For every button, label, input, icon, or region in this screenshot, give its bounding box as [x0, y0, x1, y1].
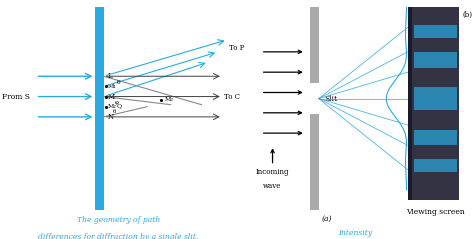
Text: φ: φ — [114, 100, 118, 105]
Bar — [414, 130, 457, 145]
Bar — [310, 114, 319, 210]
Text: Incoming: Incoming — [256, 168, 289, 176]
Text: Q: Q — [117, 103, 122, 108]
Bar — [414, 25, 457, 38]
Text: wave: wave — [264, 182, 282, 190]
Bar — [414, 52, 457, 68]
Bar — [414, 87, 457, 110]
Bar — [414, 159, 457, 172]
Text: Intensity: Intensity — [338, 228, 373, 237]
Text: To P: To P — [229, 44, 244, 52]
Text: differences for diffraction by a single slit.: differences for diffraction by a single … — [38, 233, 199, 239]
Text: Slit: Slit — [325, 95, 338, 103]
Text: M₂: M₂ — [107, 104, 116, 109]
Bar — [408, 7, 412, 200]
Text: To C: To C — [224, 92, 240, 101]
Text: θ: θ — [113, 109, 116, 114]
Text: L: L — [107, 72, 112, 80]
Text: θ: θ — [117, 80, 120, 85]
Bar — [412, 7, 459, 200]
Text: (a): (a) — [322, 214, 332, 222]
Text: Viewing screen: Viewing screen — [406, 208, 465, 216]
Text: From S: From S — [2, 92, 30, 101]
Text: (b): (b) — [463, 11, 473, 19]
Bar — [95, 7, 104, 210]
Text: M: M — [107, 92, 114, 101]
Bar — [310, 7, 319, 83]
Text: N: N — [107, 113, 113, 121]
Text: The geometry of path: The geometry of path — [77, 217, 160, 224]
Text: M₂: M₂ — [165, 97, 173, 102]
Text: M₁: M₁ — [107, 84, 116, 89]
